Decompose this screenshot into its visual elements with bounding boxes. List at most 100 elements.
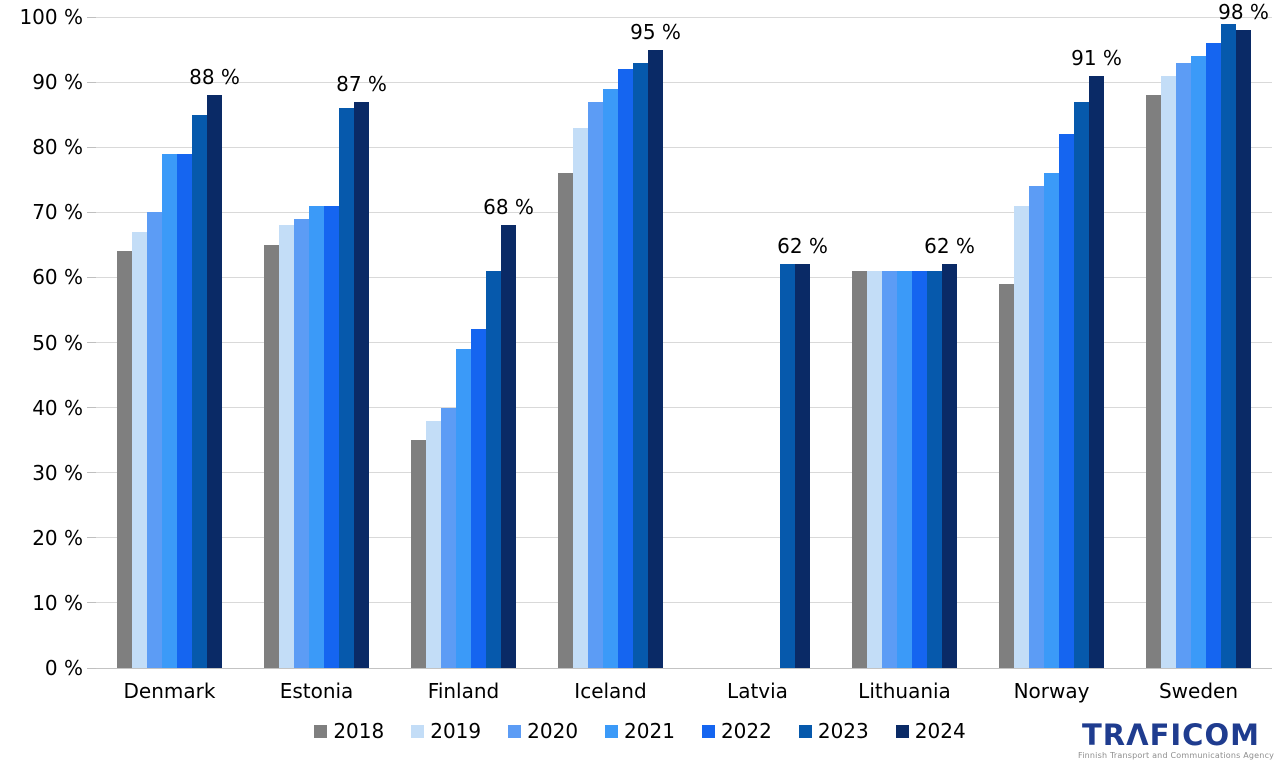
value-label-lithuania: 62 % <box>924 234 975 259</box>
legend-label-2023: 2023 <box>817 719 869 743</box>
gridline-40% <box>96 407 1272 409</box>
x-axis-line <box>96 667 1272 669</box>
bar-norway-2024 <box>1089 75 1104 668</box>
bar-finland-2024 <box>501 225 516 668</box>
gridline-70% <box>96 211 1272 213</box>
y-axis-label: 30 % <box>32 460 83 485</box>
bar-sweden-2024 <box>1236 30 1251 668</box>
bar-iceland-2018 <box>558 173 573 668</box>
bar-iceland-2023 <box>633 62 648 668</box>
bar-group-iceland: 95 % Iceland <box>537 17 684 703</box>
legend-item-2020: 2020 <box>508 719 578 743</box>
bar-estonia-2023 <box>339 108 354 668</box>
legend-item-2019: 2019 <box>411 719 481 743</box>
gridline-100% <box>96 16 1272 18</box>
bar-iceland-2022 <box>618 69 633 668</box>
y-axis-label: 10 % <box>32 590 83 615</box>
legend-label-2020: 2020 <box>527 719 579 743</box>
legend-label-2021: 2021 <box>624 719 675 743</box>
x-axis-label-norway: Norway <box>1013 679 1090 703</box>
y-axis-tick <box>87 602 96 604</box>
bar-latvia-2024 <box>795 264 810 668</box>
value-label-norway: 91 % <box>1071 45 1122 70</box>
bar-sweden-2021 <box>1191 56 1206 668</box>
legend-label-2024: 2024 <box>914 719 966 743</box>
y-axis-label: 100 % <box>19 5 83 29</box>
y-axis-tick <box>87 276 96 278</box>
y-axis-tick <box>87 407 96 409</box>
bar-sweden-2018 <box>1146 95 1161 668</box>
bar-norway-2023 <box>1074 101 1089 668</box>
value-label-iceland: 95 % <box>630 19 681 44</box>
y-axis-label: 20 % <box>32 525 83 550</box>
x-axis-label-sweden: Sweden <box>1158 679 1239 703</box>
legend-label-2018: 2018 <box>333 719 385 743</box>
bar-lithuania-2021 <box>897 270 912 668</box>
y-axis-label: 90 % <box>32 70 83 95</box>
bar-denmark-2020 <box>147 212 162 668</box>
gridline-90% <box>96 81 1272 83</box>
y-axis-tick <box>87 537 96 539</box>
bar-estonia-2021 <box>309 205 324 668</box>
legend-label-2022: 2022 <box>720 719 772 743</box>
traficom-tagline: Finnish Transport and Communications Age… <box>1078 751 1275 760</box>
gridline-30% <box>96 472 1272 474</box>
y-axis-tick <box>87 211 96 213</box>
legend-item-2024: 2024 <box>895 719 966 743</box>
legend-item-2018: 2018 <box>314 719 384 743</box>
bar-lithuania-2020 <box>882 270 897 668</box>
bar-sweden-2019 <box>1161 75 1176 668</box>
bar-iceland-2020 <box>588 101 603 668</box>
bar-estonia-2018 <box>264 244 279 668</box>
gridline-50% <box>96 342 1272 343</box>
bar-lithuania-2023 <box>927 270 942 668</box>
bar-denmark-2019 <box>132 231 147 668</box>
y-axis-tick <box>87 342 96 343</box>
bar-denmark-2024 <box>207 95 222 668</box>
bar-denmark-2023 <box>192 114 207 668</box>
gridline-60% <box>96 276 1272 278</box>
bar-finland-2018 <box>411 440 426 668</box>
value-label-estonia: 87 % <box>336 71 387 96</box>
y-axis-tick <box>87 667 96 669</box>
y-axis-label: 0 % <box>44 656 83 680</box>
bar-sweden-2020 <box>1176 62 1191 668</box>
gridline-80% <box>96 146 1272 148</box>
bar-latvia-2023 <box>780 264 795 668</box>
bar-lithuania-2018 <box>852 270 867 668</box>
bar-estonia-2022 <box>324 205 339 668</box>
legend-item-2023: 2023 <box>798 719 869 743</box>
y-axis-label: 80 % <box>32 135 83 160</box>
legend-swatch-2023 <box>798 724 812 738</box>
bar-sweden-2023 <box>1221 23 1236 668</box>
x-axis-label-finland: Finland <box>427 679 500 703</box>
value-label-sweden: 98 % <box>1218 0 1269 25</box>
y-axis-tick <box>87 146 96 148</box>
y-axis-tick <box>87 81 96 83</box>
y-axis-label: 70 % <box>32 200 83 225</box>
x-axis-label-estonia: Estonia <box>279 679 354 703</box>
legend-swatch-2020 <box>508 724 522 738</box>
bar-lithuania-2019 <box>867 270 882 668</box>
y-axis-label: 60 % <box>32 265 83 290</box>
y-axis-tick <box>87 472 96 474</box>
value-label-denmark: 88 % <box>189 65 240 90</box>
plot-area: 0 % 10 % 20 % 30 % 40 % 50 % 60 % 70 % 80 % 90 % 1… <box>19 1 1272 703</box>
gridline-20% <box>96 537 1272 539</box>
traficom-logo: TRΛFICOM Finnish Transport and Communica… <box>1078 720 1275 760</box>
bar-iceland-2021 <box>603 88 618 668</box>
bar-denmark-2022 <box>177 153 192 668</box>
x-axis-label-lithuania: Lithuania <box>858 679 951 703</box>
y-axis-label: 40 % <box>32 395 83 420</box>
bar-finland-2019 <box>426 420 441 668</box>
bar-norway-2022 <box>1059 134 1074 668</box>
bar-denmark-2021 <box>162 153 177 668</box>
x-axis-label-denmark: Denmark <box>123 679 216 703</box>
bar-norway-2020 <box>1029 186 1044 668</box>
bar-group-finland: 68 % Finland <box>390 17 537 703</box>
bar-group-estonia: 87 % Estonia <box>243 17 390 703</box>
legend-item-2022: 2022 <box>701 719 772 743</box>
bar-norway-2018 <box>999 283 1014 668</box>
bar-finland-2020 <box>441 407 456 668</box>
x-axis-label-latvia: Latvia <box>727 679 788 703</box>
